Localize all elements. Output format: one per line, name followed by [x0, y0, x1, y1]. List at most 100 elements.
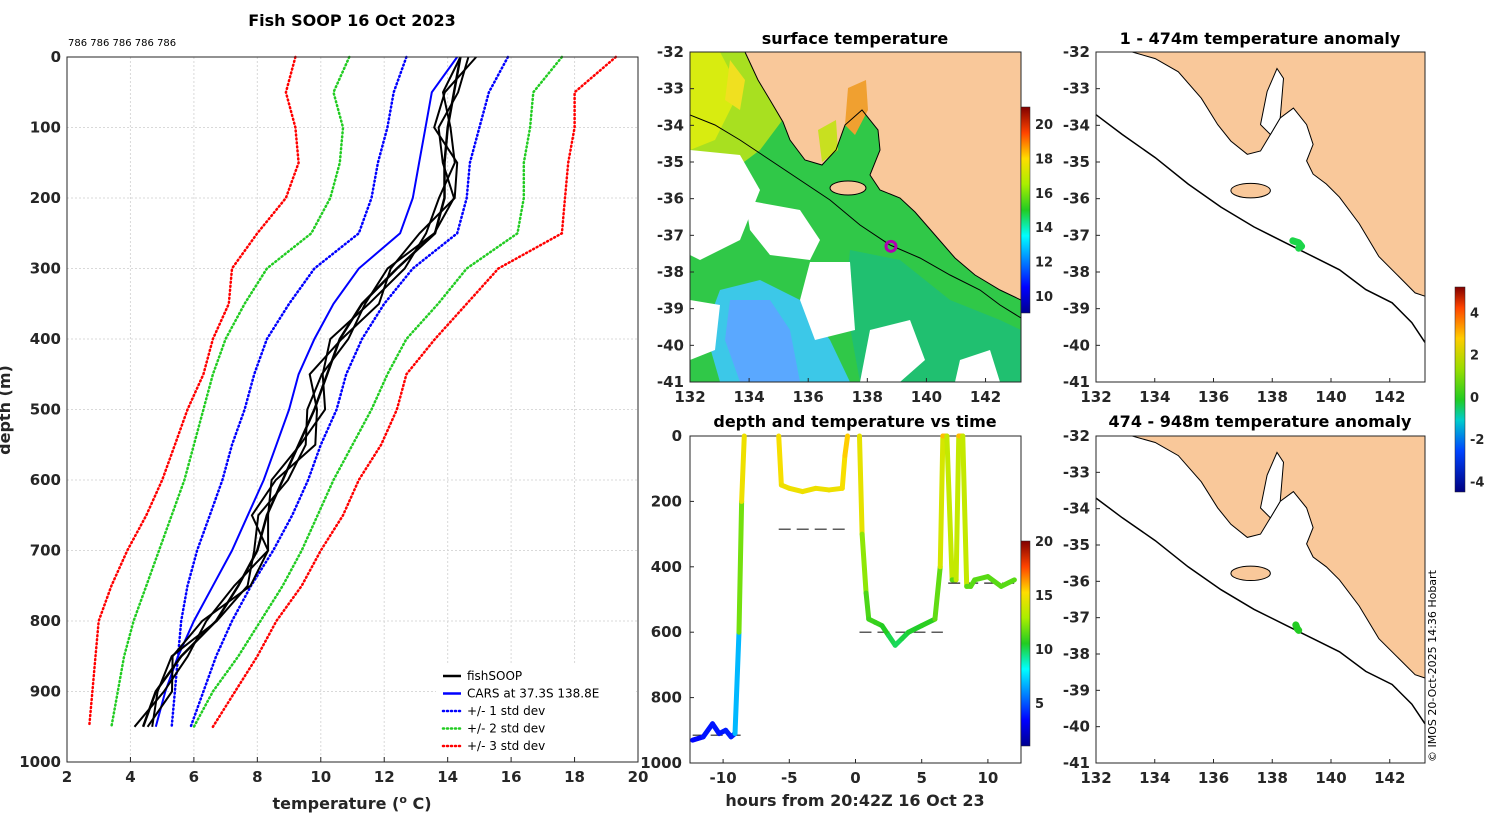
- warm-water-region: [725, 60, 745, 110]
- x-tick-label: 2: [62, 768, 72, 786]
- colorbar-tick-label: 16: [1035, 187, 1053, 202]
- profile-top-label: 786 786 786 786 786: [68, 38, 176, 49]
- x-tick-label: 14: [437, 768, 458, 786]
- missing-data-region: [860, 320, 925, 382]
- anomaly-map-1-panel: 1 - 474m temperature anomaly 132 134 136 13…: [1063, 29, 1426, 406]
- y-tick-label: -35: [1063, 536, 1090, 554]
- trace-segment: [960, 433, 970, 589]
- missing-data-region: [690, 300, 720, 360]
- series-fishsoop-cast: [146, 56, 477, 728]
- time-y-ticks: 0 200 400 600 800 1000: [640, 427, 694, 772]
- y-tick-label: 800: [30, 612, 61, 630]
- anomaly-map-2-title: 474 - 948m temperature anomaly: [1109, 412, 1412, 431]
- cool-water-region: [725, 300, 800, 382]
- y-tick-label: 800: [651, 689, 682, 707]
- colorbar-tick-label: -2: [1470, 433, 1484, 448]
- credit-text: © IMOS 20-Oct-2025 14:36 Hobart: [1426, 569, 1439, 762]
- colorbar-tick-label: 2: [1470, 349, 1479, 364]
- anomaly-map-1-x-ticks: 132 134 136 138 140 142: [1080, 378, 1405, 406]
- shelf-contour: [1095, 114, 1426, 343]
- x-tick-label: 142: [970, 388, 1001, 406]
- y-tick-label: -37: [1063, 609, 1090, 627]
- y-tick-label: -41: [1063, 754, 1090, 772]
- profile-x-ticks: 2 4 6 8 10 12 14 16 18 20: [62, 757, 649, 786]
- y-tick-label: -37: [1063, 226, 1090, 244]
- anomaly-map-2-x-ticks: 132 134 136 138 140 142: [1080, 759, 1405, 787]
- x-tick-label: 16: [501, 768, 522, 786]
- anomaly-map-2-frame: [1095, 435, 1426, 764]
- y-tick-label: 900: [30, 683, 61, 701]
- y-tick-label: 100: [30, 119, 61, 137]
- kangaroo-island: [1230, 565, 1271, 582]
- trace-segment: [856, 433, 865, 537]
- trace-segment: [998, 577, 1017, 589]
- kangaroo-island: [1230, 182, 1271, 199]
- surface-map-image: [690, 52, 1021, 382]
- y-tick-label: -36: [657, 190, 684, 208]
- y-tick-label: 400: [30, 330, 61, 348]
- gulf: [1259, 67, 1285, 136]
- y-tick-label: 1000: [640, 754, 682, 772]
- x-tick-label: 134: [1139, 769, 1170, 787]
- colorbar-tick-label: 20: [1035, 535, 1053, 550]
- trace-segment: [944, 433, 955, 583]
- x-tick-label: 134: [1139, 388, 1170, 406]
- y-tick-label: -34: [1063, 500, 1090, 518]
- kangaroo-island: [829, 180, 867, 196]
- surface-map-panel: surface temperature: [657, 29, 1053, 406]
- series--1-std-dev: [189, 55, 510, 729]
- x-tick-label: 142: [1374, 388, 1405, 406]
- profile-ylabel: depth (m): [0, 365, 14, 455]
- y-tick-label: -41: [1063, 373, 1090, 391]
- legend-label: +/- 1 std dev: [467, 704, 545, 718]
- trace-segment: [739, 433, 747, 504]
- y-tick-label: -40: [1063, 718, 1090, 736]
- x-tick-label: 136: [1198, 388, 1229, 406]
- missing-data-region: [955, 350, 1000, 382]
- series--1-std-dev: [170, 55, 408, 729]
- land-mass: [745, 52, 1021, 300]
- colorbar-tick-label: 0: [1470, 391, 1479, 406]
- series-cars-at-37-3s-138-8e: [154, 56, 459, 728]
- surface-colorbar-ticks: 20 18 16 14 12 10: [1035, 118, 1053, 305]
- trace-segment: [732, 629, 742, 737]
- y-tick-label: 200: [651, 492, 682, 510]
- y-tick-label: 1000: [19, 753, 61, 771]
- trace-segment: [776, 433, 784, 488]
- y-tick-label: 400: [651, 558, 682, 576]
- y-tick-label: 300: [30, 260, 61, 278]
- y-tick-label: -34: [1063, 116, 1090, 134]
- x-tick-label: 20: [628, 768, 649, 786]
- y-tick-label: -40: [657, 336, 684, 354]
- x-tick-label: 132: [1080, 769, 1111, 787]
- profile-legend: fishSOOP CARS at 37.3S 138.8E +/- 1 std de…: [436, 664, 636, 756]
- x-tick-label: 140: [1315, 769, 1346, 787]
- anomaly-map-2-y-ticks: -32 -33 -34 -35 -36 -37 -38 -39 -40 -41: [1063, 427, 1100, 772]
- y-tick-label: -39: [1063, 681, 1090, 699]
- trace-segment: [932, 564, 943, 622]
- legend-label: CARS at 37.3S 138.8E: [467, 687, 599, 701]
- x-tick-label: 12: [374, 768, 395, 786]
- legend-box: [436, 664, 636, 756]
- profile-panel: Fish SOOP 16 Oct 2023 786 786 786 786 78…: [0, 11, 648, 813]
- trace-segment: [863, 590, 872, 622]
- y-tick-label: 200: [30, 189, 61, 207]
- legend-label: fishSOOP: [467, 669, 522, 683]
- x-tick-label: 18: [564, 768, 585, 786]
- time-panel: depth and temperature vs time -10 -5 0 5 10 …: [640, 412, 1053, 810]
- y-tick-label: -38: [1063, 263, 1090, 281]
- y-tick-label: -36: [1063, 190, 1090, 208]
- x-tick-label: 5: [916, 769, 926, 787]
- x-tick-label: 136: [1198, 769, 1229, 787]
- x-tick-label: 138: [1257, 769, 1288, 787]
- y-tick-label: 600: [651, 623, 682, 641]
- x-tick-label: 142: [1374, 769, 1405, 787]
- x-tick-label: 6: [189, 768, 199, 786]
- land-mass: [1132, 51, 1426, 297]
- trace-segment: [842, 433, 851, 459]
- x-tick-label: 0: [850, 769, 860, 787]
- land-mass: [1132, 435, 1426, 679]
- y-tick-label: 500: [30, 401, 61, 419]
- profile-y-ticks: 0 100 200 300 400 500 600 700 800 900 1000: [19, 48, 61, 771]
- surface-map-y-ticks: -32 -33 -34 -35 -36 -37 -38 -39 -40 -41: [657, 43, 694, 391]
